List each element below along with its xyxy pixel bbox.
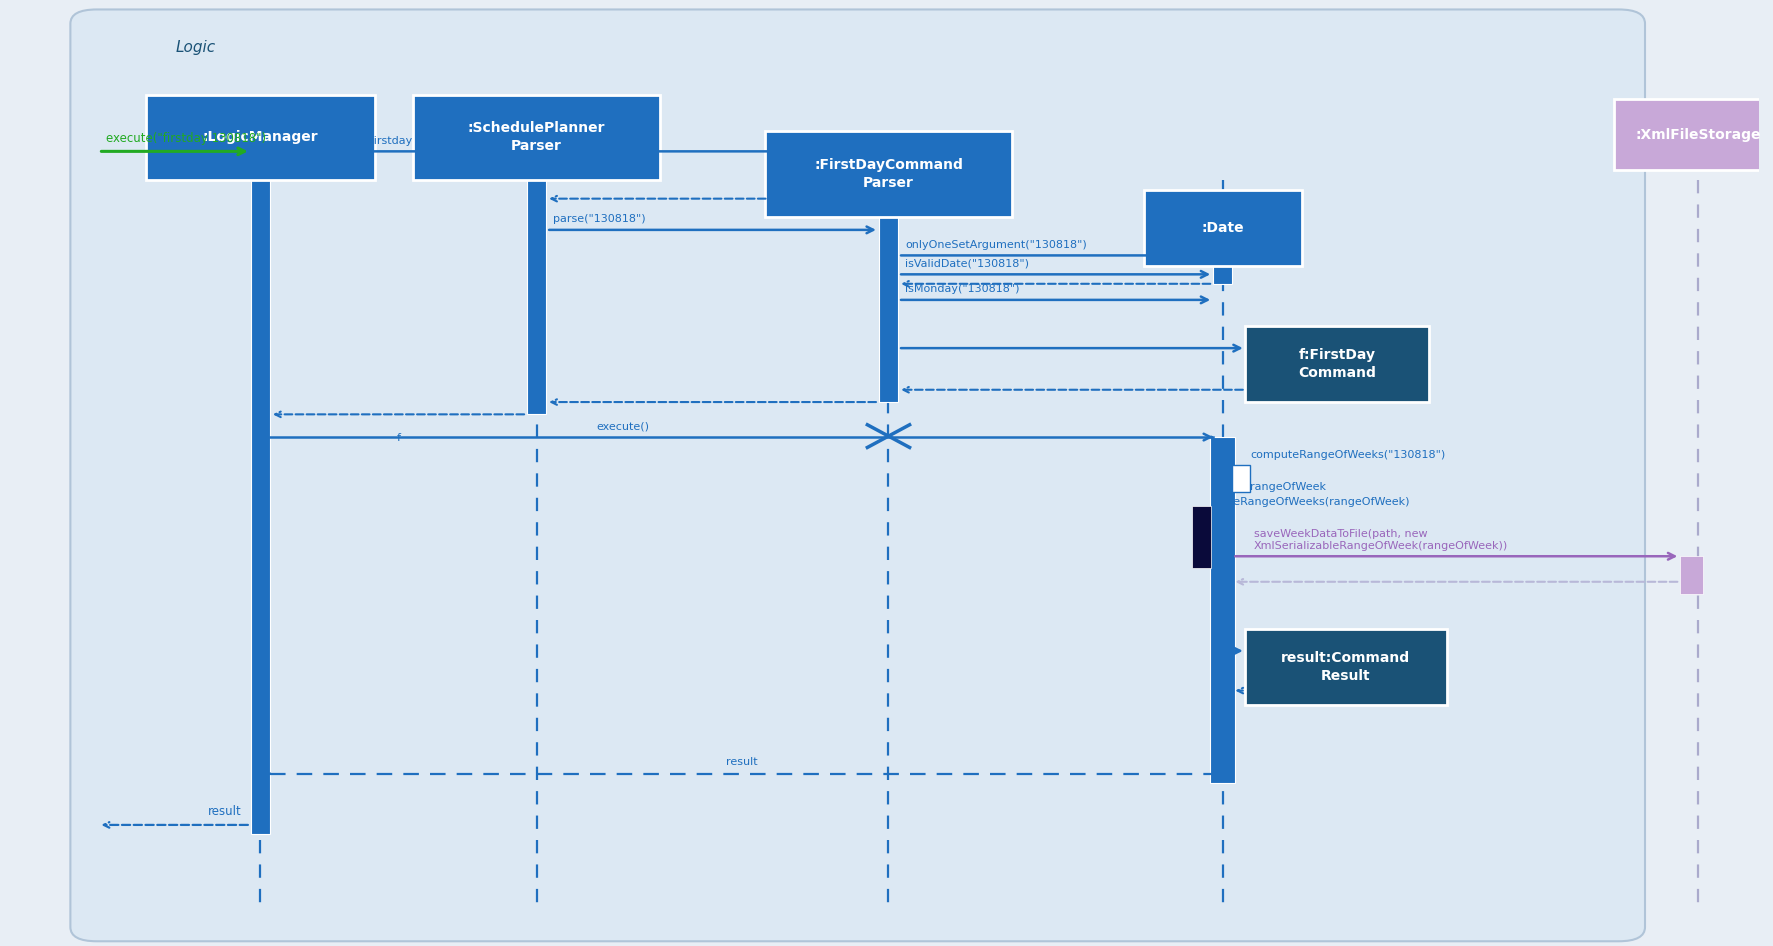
Text: parse("130818"): parse("130818") bbox=[553, 214, 645, 224]
Text: result:Command
Result: result:Command Result bbox=[1280, 651, 1410, 683]
Bar bbox=[1209, 437, 1234, 783]
FancyBboxPatch shape bbox=[1245, 326, 1429, 402]
Bar bbox=[1213, 265, 1232, 284]
FancyBboxPatch shape bbox=[1613, 99, 1773, 170]
FancyBboxPatch shape bbox=[71, 9, 1644, 941]
Text: saveRangeOfWeeks(rangeOfWeek): saveRangeOfWeeks(rangeOfWeek) bbox=[1213, 497, 1410, 507]
FancyBboxPatch shape bbox=[764, 131, 1011, 217]
Bar bbox=[250, 151, 269, 834]
Text: execute("firstday 130818"): execute("firstday 130818") bbox=[106, 131, 266, 145]
Text: result: result bbox=[725, 757, 757, 767]
Text: :LogicManager: :LogicManager bbox=[202, 131, 317, 144]
Text: :FirstDayCommand
Parser: :FirstDayCommand Parser bbox=[814, 158, 963, 190]
FancyBboxPatch shape bbox=[145, 95, 374, 180]
Text: parse("firstday 130818"): parse("firstday 130818") bbox=[330, 135, 468, 146]
Text: :Date: :Date bbox=[1200, 221, 1243, 235]
FancyBboxPatch shape bbox=[1144, 190, 1301, 266]
Text: f: f bbox=[397, 433, 401, 444]
Text: :XmlFileStorage: :XmlFileStorage bbox=[1635, 128, 1759, 142]
Text: saveWeekDataToFile(path, new
XmlSerializableRangeOfWeek(rangeOfWeek)): saveWeekDataToFile(path, new XmlSerializ… bbox=[1254, 529, 1507, 551]
FancyBboxPatch shape bbox=[1245, 629, 1447, 705]
Text: rangeOfWeek: rangeOfWeek bbox=[1250, 482, 1324, 493]
Text: f:FirstDay
Command: f:FirstDay Command bbox=[1298, 348, 1376, 380]
Text: computeRangeOfWeeks("130818"): computeRangeOfWeeks("130818") bbox=[1250, 449, 1445, 460]
Text: isMonday("130818"): isMonday("130818") bbox=[904, 284, 1019, 294]
Text: execute(): execute() bbox=[596, 421, 649, 431]
Text: onlyOneSetArgument("130818"): onlyOneSetArgument("130818") bbox=[904, 239, 1087, 250]
Text: result: result bbox=[207, 805, 241, 818]
Bar bbox=[878, 151, 897, 402]
Text: isValidDate("130818"): isValidDate("130818") bbox=[904, 258, 1028, 269]
Bar bbox=[1679, 556, 1702, 594]
Bar bbox=[1191, 506, 1211, 568]
FancyBboxPatch shape bbox=[413, 95, 660, 180]
Text: :SchedulePlanner
Parser: :SchedulePlanner Parser bbox=[468, 121, 605, 153]
Bar bbox=[527, 151, 546, 414]
Text: Logic: Logic bbox=[176, 40, 216, 55]
Bar bbox=[1232, 465, 1250, 492]
